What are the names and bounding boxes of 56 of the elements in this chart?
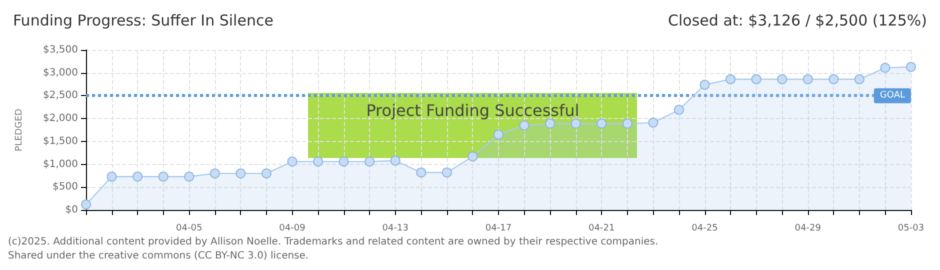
- point: [106, 172, 117, 182]
- point: [519, 120, 530, 130]
- point: [596, 118, 607, 129]
- text: (c)2025. Additional content provided by Allison Noelle. Trademarks and related content are owned by their respective companies.: [8, 236, 658, 248]
- ref-line-label: GOAL: [880, 90, 905, 101]
- chart-subtitle: Closed at: $3,126 / $2,500 (125%): [668, 12, 928, 30]
- x-tick-label: 04-13: [382, 224, 408, 234]
- y-tick-label: $1,000: [43, 158, 78, 170]
- point: [236, 168, 246, 178]
- point: [751, 74, 762, 84]
- point: [416, 168, 426, 178]
- point: [545, 118, 556, 129]
- y-axis-title: PLEDGED: [14, 108, 24, 152]
- y-tick-label: $1,500: [43, 136, 78, 147]
- point: [338, 156, 349, 167]
- x-tick-label: 05-03: [898, 224, 924, 234]
- point: [390, 156, 400, 166]
- y-tick-label: $3,500: [43, 44, 78, 56]
- y-tick-label: $3,000: [43, 67, 78, 78]
- point: [184, 172, 194, 182]
- y-tick-label: $2,500: [43, 90, 78, 102]
- chart-title: Funding Progress: Suffer In Silence: [13, 12, 274, 30]
- point: [802, 74, 813, 84]
- point: [313, 156, 324, 167]
- point: [132, 172, 143, 182]
- point: [726, 74, 736, 84]
- point: [880, 62, 890, 73]
- point: [158, 172, 168, 182]
- point: [442, 168, 452, 178]
- point: [700, 80, 710, 90]
- x-tick-label: 04-29: [794, 224, 822, 234]
- x-tick-label: 04-25: [692, 224, 718, 234]
- point: [674, 104, 684, 115]
- point: [854, 74, 864, 84]
- point: [570, 118, 581, 129]
- point: [906, 62, 916, 72]
- point: [287, 156, 298, 167]
- y-tick-label: $500: [52, 182, 78, 193]
- x-tick-label: 04-09: [279, 224, 306, 234]
- point: [494, 130, 504, 140]
- point: [210, 168, 220, 178]
- x-tick-label: 04-21: [588, 224, 615, 234]
- point: [828, 74, 839, 84]
- point: [777, 74, 788, 84]
- annotation: Project Funding Successful: [366, 101, 580, 120]
- point: [261, 168, 272, 178]
- text: Shared under the creative commons (CC BY-NC 3.0) license.: [8, 250, 309, 262]
- x-tick-label: 04-05: [176, 224, 202, 234]
- point: [364, 156, 375, 167]
- y-tick-label: $2,000: [43, 113, 78, 124]
- point: [648, 118, 658, 128]
- point: [468, 152, 478, 162]
- point: [81, 200, 91, 210]
- y-tick-label: $0: [65, 204, 78, 216]
- point: [622, 118, 632, 129]
- x-tick-label: 04-17: [485, 224, 512, 234]
